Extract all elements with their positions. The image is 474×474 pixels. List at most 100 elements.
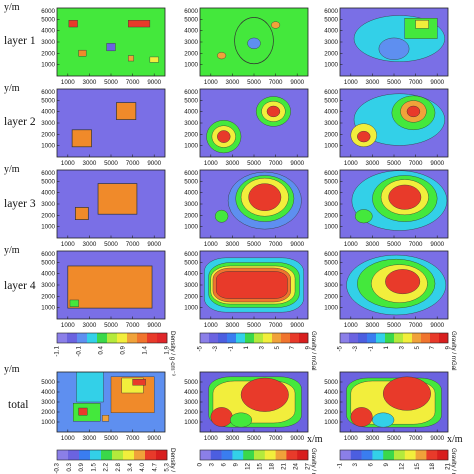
anomaly-contour <box>240 377 289 412</box>
y-tick-label: 4000 <box>324 109 338 116</box>
y-tick-label: 2000 <box>324 293 338 300</box>
anomaly-contour <box>385 269 421 295</box>
colorbar-swatch <box>68 450 80 460</box>
anomaly-shape <box>132 379 146 386</box>
colorbar-swatch <box>107 333 118 343</box>
anomaly-shape <box>128 20 151 28</box>
x-tick-label: 9000 <box>430 322 444 329</box>
colorbar-swatch <box>218 333 228 343</box>
colorbar-swatch <box>123 450 135 460</box>
x-tick-label: 3000 <box>366 241 380 248</box>
y-tick-label: 4000 <box>184 190 198 197</box>
x-tick-label: 3000 <box>226 435 240 442</box>
colorbar-swatch <box>156 450 168 460</box>
colorbar-tick-label: 1.5 <box>90 462 97 471</box>
colorbar-swatch <box>421 333 431 343</box>
x-tick-label: 5000 <box>104 322 118 329</box>
y-tick-label: 3000 <box>324 39 338 46</box>
panel-field <box>340 8 448 76</box>
y-tick-label: 2000 <box>184 131 198 138</box>
y-tick-label: 6000 <box>324 170 338 177</box>
panel-field <box>340 372 448 432</box>
x-tick-label: 3000 <box>226 160 240 167</box>
y-tick-label: 1000 <box>184 143 198 150</box>
y-tick-label: 6000 <box>324 251 338 258</box>
panel-r5-c1: 1000 2000 3000 4000 5000 1000 3000 5000 7000 9000 <box>41 371 166 442</box>
colorbar-tick-label: -1 <box>227 345 234 351</box>
anomaly-shape <box>128 55 134 62</box>
colorbar-swatch <box>137 333 148 343</box>
colorbar-swatch <box>97 333 108 343</box>
colorbar-swatch <box>117 333 128 343</box>
colorbar-swatch <box>385 333 395 343</box>
colorbar-swatch <box>77 333 88 343</box>
y-tick-label: 3000 <box>324 201 338 208</box>
colorbar-swatch <box>254 450 266 460</box>
y-tick-label: 2000 <box>41 50 55 57</box>
x-tick-label: 1000 <box>204 79 218 86</box>
colorbar-frame <box>199 449 309 461</box>
colorbar-swatch <box>157 333 168 343</box>
y-tick-label: 6000 <box>41 170 55 177</box>
x-tick-label: 5000 <box>104 160 118 167</box>
x-tick-label: 5000 <box>247 160 261 167</box>
panel-field <box>200 170 308 238</box>
x-tick-label: 5000 <box>104 79 118 86</box>
colorbar-swatch <box>404 450 416 460</box>
y-tick-label: 5000 <box>324 178 338 185</box>
colorbar-tick-label: 1.4 <box>142 345 149 354</box>
anomaly-contour <box>234 17 274 65</box>
y-tick-label: 6000 <box>41 8 55 15</box>
colorbar-swatch <box>340 450 352 460</box>
x-tick-label: 3000 <box>83 435 97 442</box>
y-tick-label: 3000 <box>41 120 55 127</box>
labels-layer: y/m y/m y/m y/m y/m layer 1 layer 2 laye… <box>4 2 463 445</box>
colorbar-tick-label: 0.9 <box>120 345 127 354</box>
row-label-total: total <box>8 399 28 411</box>
colorbar-swatch <box>372 450 384 460</box>
anomaly-contour <box>350 407 373 427</box>
colorbar-swatch <box>79 450 91 460</box>
y-tick-label: 4000 <box>41 389 55 396</box>
x-tick-label: 3000 <box>366 160 380 167</box>
y-tick-label: 1000 <box>324 419 338 426</box>
anomaly-shape <box>97 183 138 215</box>
x-tick-label: 1000 <box>61 241 75 248</box>
x-tick-label: 3000 <box>83 241 97 248</box>
x-axis-label-col-2: x/m <box>307 434 323 445</box>
colorbar-tick-label: 5 <box>414 345 421 349</box>
x-tick-label: 3000 <box>366 435 380 442</box>
y-tick-label: 3000 <box>41 282 55 289</box>
y-tick-label: 3000 <box>324 120 338 127</box>
colorbar-swatch <box>299 333 309 343</box>
colorbar-swatch <box>349 333 359 343</box>
y-tick-label: 2000 <box>41 212 55 219</box>
colorbar-swatch <box>245 333 255 343</box>
panel-field <box>57 170 165 238</box>
colorbar-tick-label: 12 <box>245 462 252 469</box>
y-tick-label: 5000 <box>184 259 198 266</box>
x-tick-label: 5000 <box>387 435 401 442</box>
colorbar-swatch <box>236 333 246 343</box>
colorbar-swatch <box>264 450 276 460</box>
colorbar-swatch <box>286 450 298 460</box>
x-tick-label: 7000 <box>269 79 283 86</box>
anomaly-contour <box>217 51 227 60</box>
x-tick-label: 1000 <box>344 79 358 86</box>
anomaly-shape <box>67 265 153 309</box>
colorbar-tick-label: 4.7 <box>151 462 158 471</box>
row-label-layer-4: layer 4 <box>4 280 36 292</box>
y-tick-label: 6000 <box>41 89 55 96</box>
y-tick-label: 1000 <box>41 143 55 150</box>
x-tick-label: 7000 <box>269 435 283 442</box>
anomaly-shape <box>78 407 88 416</box>
y-tick-label: 2000 <box>184 293 198 300</box>
colorbar-tick-label: 5.3 <box>164 462 171 471</box>
